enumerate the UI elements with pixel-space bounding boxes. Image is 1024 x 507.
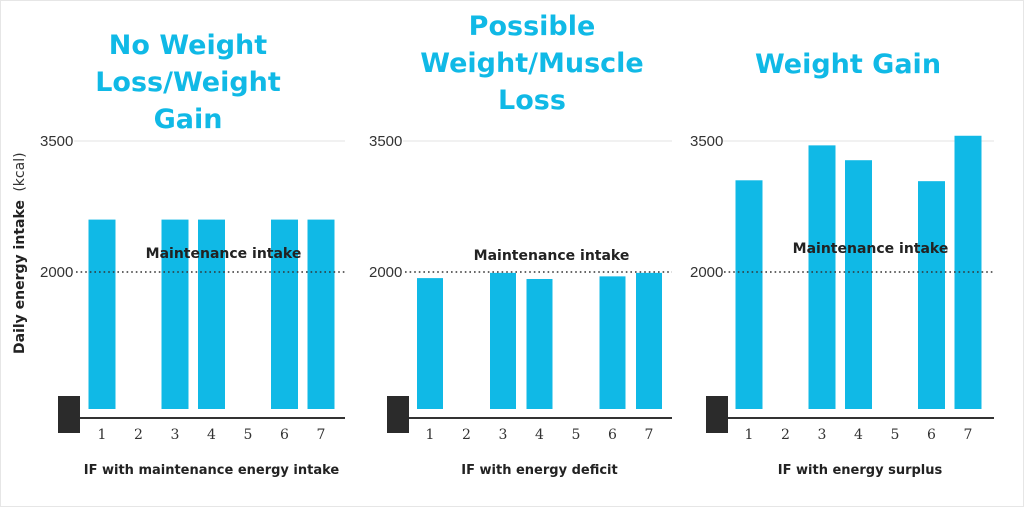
y-tick-label: 3500 [690, 133, 723, 150]
chart-title-line: Weight Gain [755, 49, 941, 80]
chart-title: No Weight Loss/Weight Gain [95, 30, 281, 135]
x-tick-label: 3 [171, 427, 180, 443]
x-tick-label: 1 [98, 427, 107, 443]
chart-panel-3: Weight Gain 2000 3500 Maintenance intake 1 2 3… [690, 49, 994, 478]
y-tick-label: 2000 [690, 264, 723, 281]
x-tick-label: 1 [426, 427, 435, 443]
x-tick-label: 5 [891, 427, 900, 443]
chart-title-line: Weight/Muscle [420, 48, 643, 79]
x-tick-label: 7 [317, 427, 326, 443]
y-tick-label: 3500 [369, 133, 402, 150]
bar-4 [198, 219, 225, 409]
x-tick-label: 6 [608, 427, 617, 443]
axis-corner-block [387, 396, 409, 433]
bar-1 [417, 278, 443, 409]
bar-4 [526, 278, 553, 409]
x-tick-label: 6 [927, 427, 936, 443]
chart-title-line: No Weight [109, 30, 267, 61]
x-tick-label: 7 [964, 427, 973, 443]
x-tick-label: 2 [781, 427, 790, 443]
y-tick-label: 2000 [369, 264, 402, 281]
x-tick-label: 5 [572, 427, 581, 443]
bar-6 [271, 219, 298, 409]
bar-4 [845, 160, 872, 409]
x-tick-label: 1 [745, 427, 754, 443]
x-tick-label: 2 [462, 427, 471, 443]
bar-6 [599, 276, 626, 409]
x-tick-label: 4 [207, 427, 216, 443]
axis-corner-block [706, 396, 728, 433]
bar-1 [88, 219, 116, 409]
bar-7 [307, 219, 335, 409]
maintenance-label: Maintenance intake [474, 248, 630, 264]
bar-3 [161, 219, 189, 409]
chart-panel-2: Possible Weight/Muscle Loss 2000 3500 Mainten… [369, 11, 672, 478]
x-axis-label: IF with energy surplus [778, 463, 943, 478]
x-tick-label: 2 [134, 427, 143, 443]
y-axis-label: Daily energy intake (kcal) [11, 152, 28, 354]
x-tick-label: 4 [535, 427, 544, 443]
chart-title: Possible Weight/Muscle Loss [420, 11, 643, 116]
bar-7 [636, 272, 662, 409]
x-tick-label: 5 [244, 427, 253, 443]
bar-1 [735, 180, 763, 409]
x-tick-label: 3 [499, 427, 508, 443]
x-tick-label: 3 [818, 427, 827, 443]
chart-title-line: Loss [498, 85, 566, 116]
maintenance-label: Maintenance intake [146, 246, 302, 262]
y-axis-label-main: Daily energy intake [12, 200, 28, 354]
x-tick-label: 7 [645, 427, 654, 443]
axis-corner-block [58, 396, 80, 433]
x-axis-label: IF with energy deficit [461, 463, 617, 478]
chart-title-line: Possible [469, 11, 596, 42]
x-tick-label: 4 [854, 427, 863, 443]
y-tick-label: 2000 [40, 264, 73, 281]
bar-6 [918, 181, 945, 409]
chart-panel-1: No Weight Loss/Weight Gain 2000 3500 Maintena… [40, 30, 345, 478]
bar-3 [490, 272, 516, 409]
x-tick-label: 6 [280, 427, 289, 443]
chart-title-line: Gain [154, 104, 223, 135]
y-tick-label: 3500 [40, 133, 73, 150]
bar-3 [808, 145, 836, 409]
x-axis-label: IF with maintenance energy intake [84, 463, 340, 478]
maintenance-label: Maintenance intake [793, 241, 949, 257]
chart-title: Weight Gain [755, 49, 941, 80]
y-axis-label-unit: (kcal) [12, 152, 28, 191]
chart-title-line: Loss/Weight [95, 67, 281, 98]
